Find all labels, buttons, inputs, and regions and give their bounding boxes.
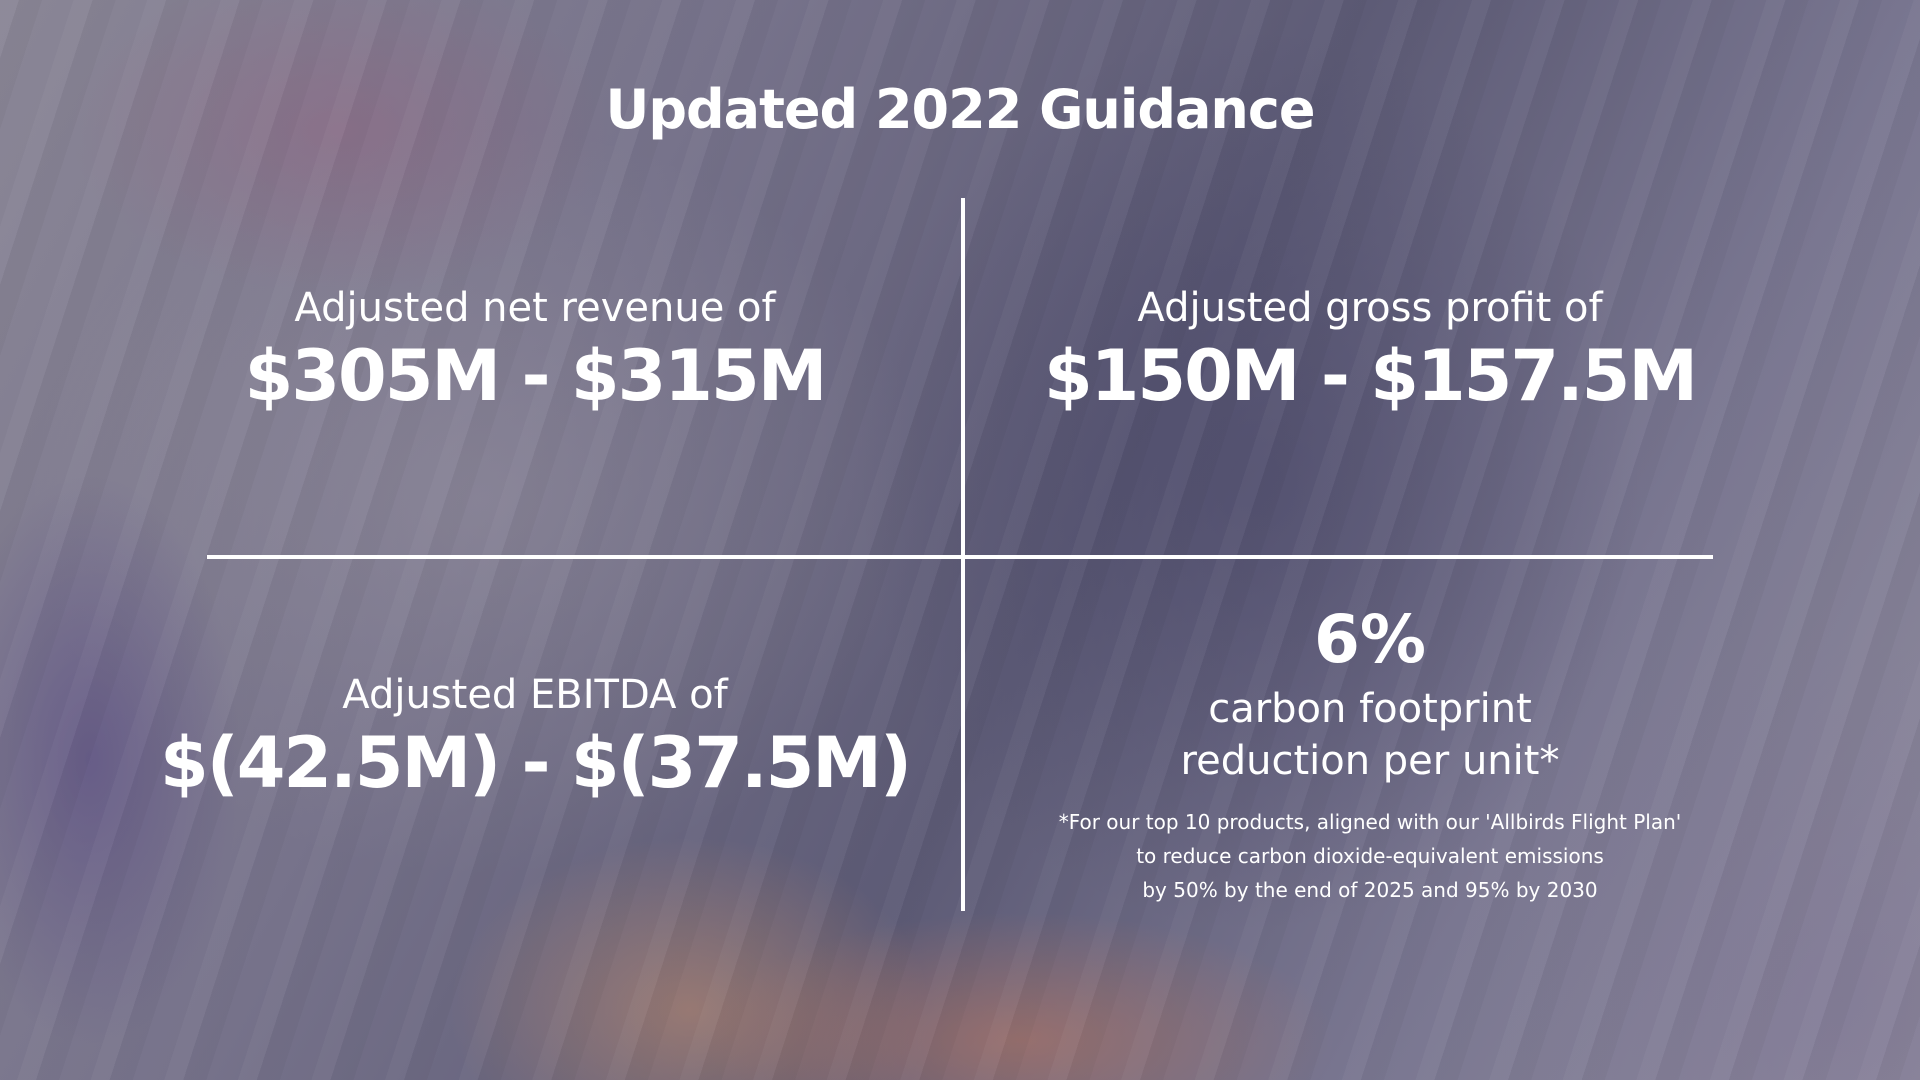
carbon-footnote: *For our top 10 products, aligned with o… xyxy=(970,805,1770,907)
carbon-label-line2: reduction per unit* xyxy=(1180,738,1560,784)
gross-profit-label: Adjusted gross profit of xyxy=(1137,285,1603,331)
net-revenue-label: Adjusted net revenue of xyxy=(294,285,776,331)
horizontal-divider xyxy=(207,555,1713,559)
footnote-line: to reduce carbon dioxide-equivalent emis… xyxy=(1136,844,1604,868)
slide-title: Updated 2022 Guidance xyxy=(605,78,1315,141)
vertical-divider xyxy=(961,198,965,911)
carbon-reduction-value: 6% xyxy=(1313,601,1427,678)
ebitda-value: $(42.5M) - $(37.5M) xyxy=(160,722,912,804)
gross-profit-block: Adjusted gross profit of $150M - $157.5M xyxy=(970,285,1770,417)
footnote-line: by 50% by the end of 2025 and 95% by 203… xyxy=(1142,878,1598,902)
carbon-block: 6% carbon footprint reduction per unit* … xyxy=(970,607,1770,907)
ebitda-block: Adjusted EBITDA of $(42.5M) - $(37.5M) xyxy=(140,672,930,804)
net-revenue-value: $305M - $315M xyxy=(244,335,828,417)
ebitda-label: Adjusted EBITDA of xyxy=(342,672,728,718)
footnote-line: *For our top 10 products, aligned with o… xyxy=(1058,810,1682,834)
carbon-label-line1: carbon footprint xyxy=(1208,686,1532,732)
net-revenue-block: Adjusted net revenue of $305M - $315M xyxy=(140,285,930,417)
gross-profit-value: $150M - $157.5M xyxy=(1043,335,1698,417)
